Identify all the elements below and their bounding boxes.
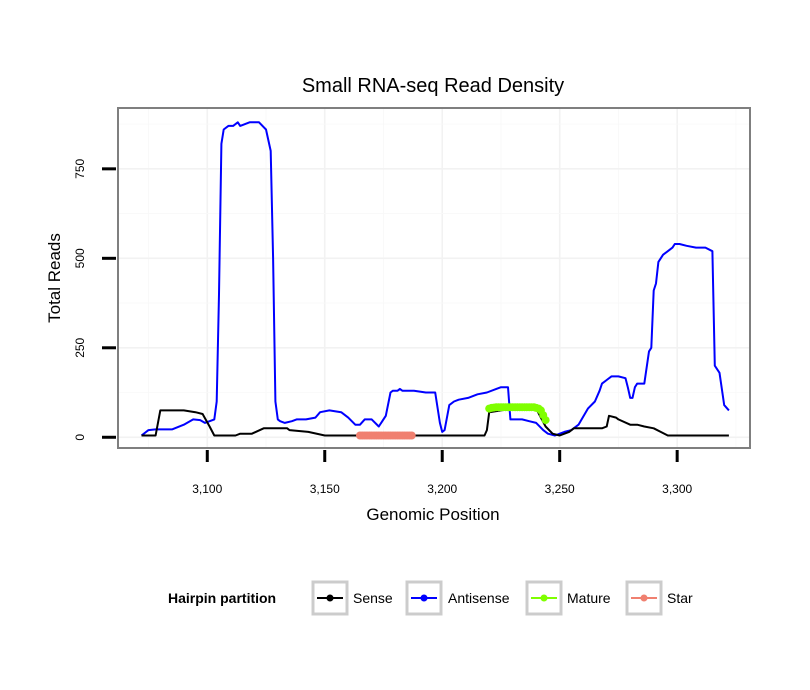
legend: Hairpin partition Sense Antisense Mature… [168,580,693,616]
chart-title: Small RNA-seq Read Density [302,75,564,97]
legend-key-point [640,594,648,602]
legend-item-sense: Sense [311,580,393,616]
x-tick-label: 3,100 [192,482,222,496]
x-tick-label: 3,150 [310,482,340,496]
legend-item-antisense: Antisense [405,580,510,616]
x-axis: 3,100 3,150 3,200 3,250 3,300 [192,450,693,496]
data-point-mature [541,416,550,425]
series-line-sense [141,407,729,437]
legend-label: Sense [353,590,393,606]
legend-title: Hairpin partition [168,590,276,606]
y-tick-label: 250 [73,337,87,357]
legend-key-point [326,594,334,602]
legend-item-star: Star [625,580,693,616]
data-point-star [407,431,416,440]
x-tick-label: 3,200 [427,482,457,496]
legend-label: Antisense [448,590,510,606]
legend-key-point [420,594,428,602]
legend-key-point [540,594,548,602]
x-tick-label: 3,300 [662,482,692,496]
x-tick-label: 3,250 [545,482,575,496]
y-axis: 0 250 500 750 [73,159,116,441]
y-tick-label: 500 [73,248,87,268]
legend-label: Mature [567,590,611,606]
series-line-antisense [140,121,730,437]
y-tick-label: 750 [73,159,87,179]
legend-label: Star [667,590,693,606]
plot-panel [117,107,751,449]
series-layer [140,121,730,440]
plot-background [117,107,751,449]
y-tick-label: 0 [73,434,87,441]
legend-item-mature: Mature [525,580,611,616]
x-axis-title: Genomic Position [366,505,499,524]
y-axis-title: Total Reads [45,233,64,323]
